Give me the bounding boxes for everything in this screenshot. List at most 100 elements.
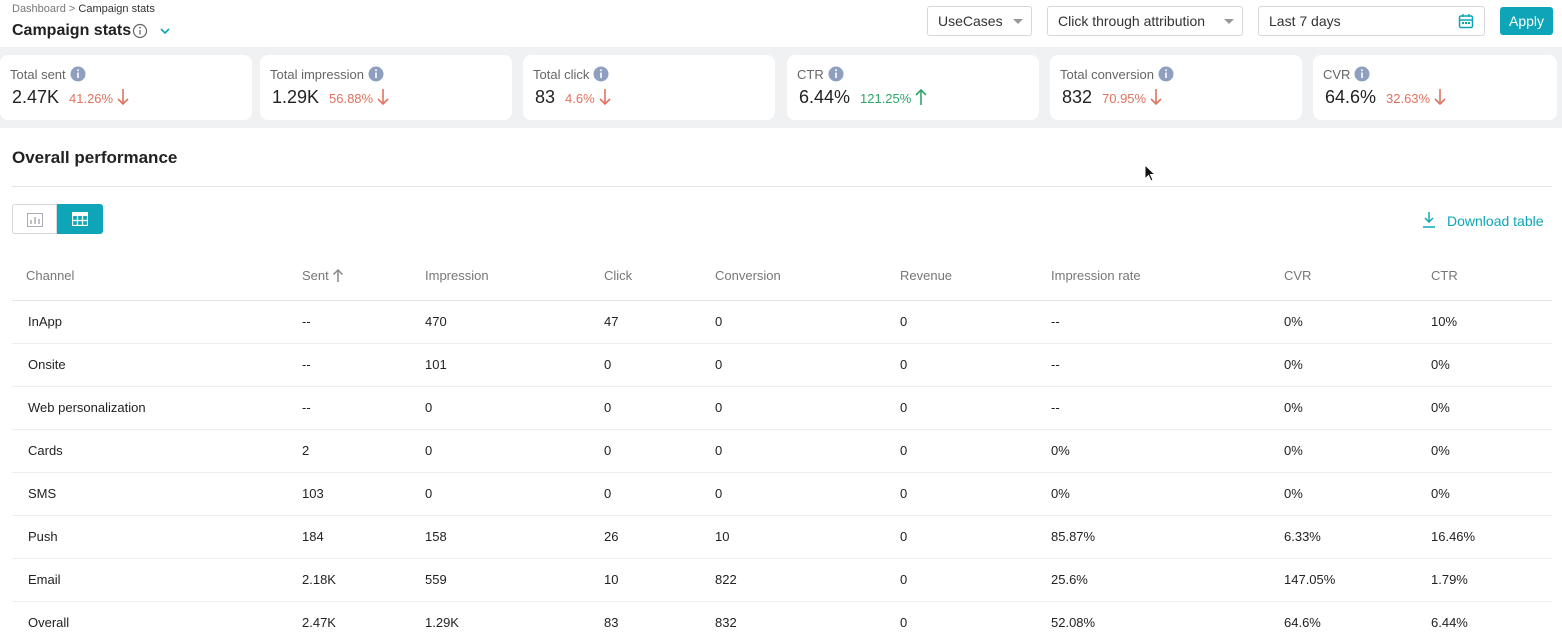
cell: 158 — [425, 529, 447, 544]
cell: 0 — [604, 486, 612, 501]
calendar-icon — [1458, 14, 1474, 29]
trend-arrow — [599, 89, 611, 106]
cell: 0 — [900, 486, 908, 501]
stat-label: CTR — [797, 67, 824, 82]
download-icon — [1423, 212, 1435, 228]
cell: -- — [1051, 400, 1060, 415]
row-divider — [12, 429, 1552, 430]
select-value: Click through attribution — [1058, 13, 1206, 29]
column-header[interactable]: Impression — [425, 268, 489, 283]
row-label: Web personalization — [28, 400, 146, 415]
stat-change: 56.88% — [329, 91, 374, 106]
cell: 1.29K — [425, 615, 459, 630]
cell: 0% — [1431, 400, 1450, 415]
cell: 0% — [1284, 486, 1303, 501]
caret — [1224, 19, 1234, 24]
cell: 147.05% — [1284, 572, 1336, 587]
stat-card: Total conversion 832 70.95% — [1050, 55, 1302, 120]
use-case-select[interactable]: UseCases — [927, 6, 1032, 36]
column-header[interactable]: Conversion — [715, 268, 781, 283]
breadcrumb-separator: > — [68, 3, 76, 15]
breadcrumb-link[interactable]: Dashboard — [12, 3, 66, 15]
cell: 0 — [715, 486, 723, 501]
date-range-picker[interactable]: Last 7 days — [1258, 6, 1485, 36]
cell: -- — [302, 314, 311, 329]
title-icons[interactable] — [132, 23, 178, 39]
info-icon — [368, 66, 384, 82]
column-header[interactable]: Revenue — [900, 268, 953, 283]
cell: 0 — [604, 400, 612, 415]
cell: 0 — [900, 400, 908, 415]
cell: 0 — [604, 357, 612, 372]
cell: 0 — [715, 314, 723, 329]
stat-change: 4.6% — [565, 91, 595, 106]
cell: 83 — [604, 615, 619, 630]
cell: 2.47K — [302, 615, 336, 630]
attribution-select[interactable]: Click through attribution — [1047, 6, 1243, 36]
chart-view-toggle[interactable] — [12, 204, 57, 234]
table-view-toggle[interactable] — [57, 204, 103, 234]
select-value: Last 7 days — [1269, 13, 1341, 29]
stat-card: CTR 6.44% 121.25% — [787, 55, 1039, 120]
cell: 0% — [1431, 357, 1450, 372]
trend-arrow — [1150, 89, 1162, 106]
cell: 0 — [715, 357, 723, 372]
column-header[interactable]: CTR — [1431, 268, 1458, 283]
cell: 0 — [715, 443, 723, 458]
cell: 64.6% — [1284, 615, 1321, 630]
breadcrumb: Dashboard > Campaign stats — [12, 3, 155, 15]
info-icon — [1354, 66, 1370, 82]
cell: 10 — [604, 572, 619, 587]
cell: 0 — [900, 615, 908, 630]
column-header[interactable]: Channel — [26, 268, 75, 283]
stat-label: Total conversion — [1060, 67, 1154, 82]
info-icon — [1158, 66, 1174, 82]
cell: 0% — [1284, 314, 1303, 329]
row-label: Email — [28, 572, 61, 587]
apply-button[interactable]: Apply — [1500, 7, 1553, 35]
select-value: UseCases — [938, 13, 1003, 29]
row-label: Push — [28, 529, 58, 544]
breadcrumb-current: Campaign stats — [78, 3, 155, 15]
cell: 6.33% — [1284, 529, 1321, 544]
stat-card: CVR 64.6% 32.63% — [1313, 55, 1557, 120]
cell: -- — [302, 357, 311, 372]
cell: 25.6% — [1051, 572, 1088, 587]
row-label: Overall — [28, 615, 70, 630]
row-label: Onsite — [28, 357, 66, 372]
cell: 0% — [1284, 357, 1303, 372]
stat-change: 41.26% — [69, 91, 114, 106]
column-header[interactable]: Impression rate — [1051, 268, 1141, 283]
cell: 0 — [425, 400, 433, 415]
cell: 0% — [1431, 443, 1450, 458]
page-title: Campaign stats — [12, 22, 132, 39]
stat-value: 832 — [1062, 87, 1093, 107]
table-icon — [72, 212, 88, 226]
column-header[interactable]: CVR — [1284, 268, 1312, 283]
cell: 832 — [715, 615, 737, 630]
section-title: Overall performance — [12, 148, 178, 167]
cell: 0 — [900, 357, 908, 372]
mouse-cursor — [1144, 164, 1157, 182]
cell: 2 — [302, 443, 310, 458]
cell: 1.79% — [1431, 572, 1468, 587]
cell: 52.08% — [1051, 615, 1096, 630]
column-header[interactable]: Click — [604, 268, 633, 283]
trend-arrow — [377, 89, 389, 106]
stat-change: 32.63% — [1386, 91, 1431, 106]
sort-arrow — [332, 268, 344, 282]
column-header[interactable]: Sent — [302, 268, 329, 283]
cell: 85.87% — [1051, 529, 1096, 544]
cell: 470 — [425, 314, 447, 329]
stat-value: 2.47K — [12, 87, 60, 107]
divider — [12, 186, 1552, 187]
cell: 47 — [604, 314, 619, 329]
cell: 10% — [1431, 314, 1458, 329]
caret — [1013, 19, 1023, 24]
cell: 10 — [715, 529, 730, 544]
stat-card: Total sent 2.47K 41.26% — [0, 55, 252, 120]
info-icon — [593, 66, 609, 82]
stat-card: Total impression 1.29K 56.88% — [260, 55, 512, 120]
cell: 0% — [1051, 486, 1070, 501]
stat-value: 83 — [535, 87, 556, 107]
